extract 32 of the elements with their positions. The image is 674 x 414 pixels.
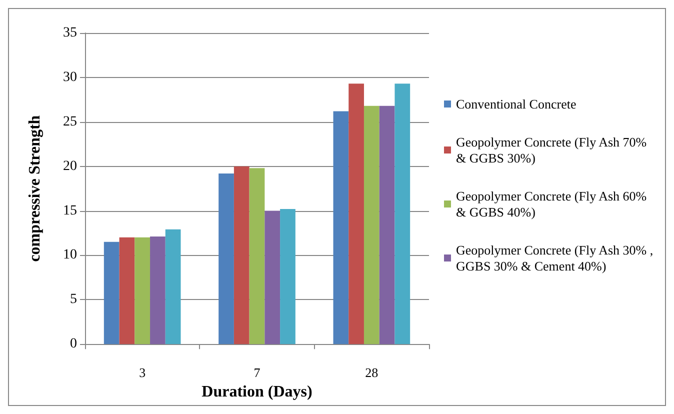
bar — [249, 168, 265, 344]
bar — [379, 106, 395, 344]
y-tick-label: 15 — [63, 203, 77, 218]
x-tick-label: 7 — [254, 365, 261, 380]
bar — [134, 237, 150, 344]
bar — [218, 173, 234, 344]
x-axis-title: Duration (Days) — [202, 384, 312, 400]
x-tick-label: 3 — [139, 365, 146, 380]
bar — [165, 229, 181, 344]
bar — [348, 84, 364, 344]
legend-label: Geopolymer Concrete (Fly Ash 70% & GGBS 30%) — [456, 134, 650, 166]
legend-label: Conventional Concrete — [456, 96, 576, 112]
bar — [394, 84, 410, 344]
bar — [234, 166, 250, 344]
legend-label: Geopolymer Concrete (Fly Ash 30% ,GGBS 30% & Cement 40%) — [456, 242, 654, 274]
y-tick-label: 10 — [63, 248, 77, 263]
bar — [333, 111, 349, 344]
bar — [364, 106, 380, 344]
legend-label: Geopolymer Concrete (Fly Ash 60% & GGBS 40%) — [456, 188, 650, 220]
bar — [150, 236, 166, 344]
y-tick-label: 5 — [70, 292, 77, 308]
bar — [119, 237, 135, 344]
y-tick-label: 35 — [63, 26, 77, 40]
y-tick-label: 20 — [63, 158, 77, 174]
x-tick-label: 28 — [365, 365, 378, 380]
y-tick-label: 25 — [63, 114, 77, 130]
bar — [280, 208, 296, 344]
y-axis-title: compressive Strength — [26, 115, 44, 262]
y-tick-label: 0 — [70, 336, 77, 352]
y-tick-label: 30 — [63, 70, 77, 85]
bar — [264, 210, 280, 344]
bar — [104, 242, 120, 344]
